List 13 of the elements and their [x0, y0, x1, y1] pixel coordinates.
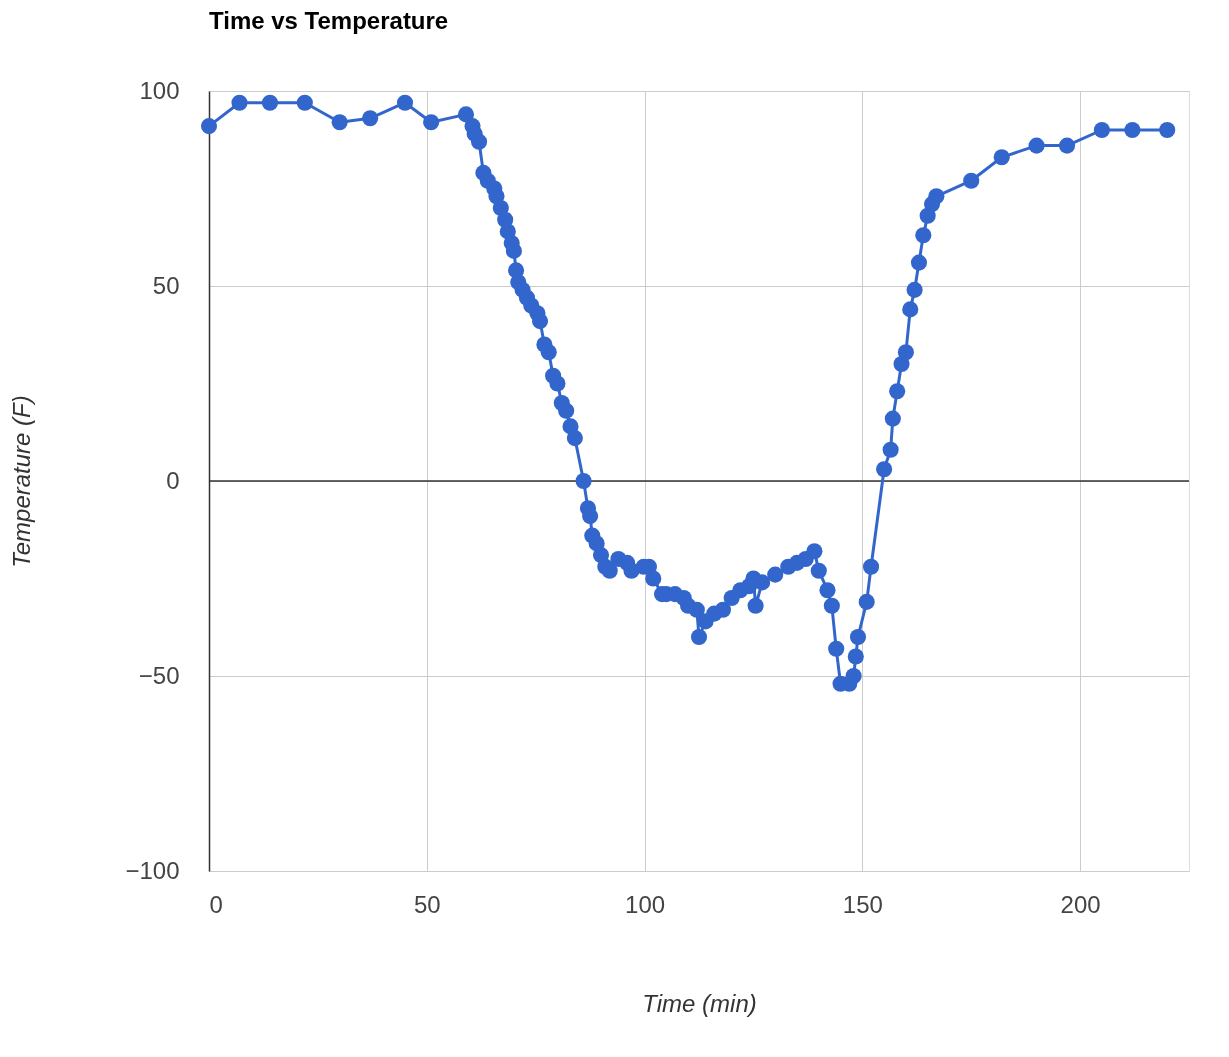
y-axis-title: Temperature (F) — [8, 395, 36, 568]
y-tick-label: 0 — [166, 466, 180, 494]
y-tick-label: −50 — [138, 661, 180, 689]
y-tick-label: 100 — [139, 76, 180, 104]
x-tick-label: 50 — [413, 890, 441, 918]
x-tick-label: 100 — [625, 890, 666, 918]
y-tick-label: 50 — [152, 271, 180, 299]
x-tick-label: 200 — [1060, 890, 1101, 918]
y-tick-label: −100 — [125, 856, 180, 884]
chart-title: Time vs Temperature — [209, 7, 449, 34]
x-axis-title: Time (min) — [642, 989, 757, 1017]
x-tick-label: 0 — [209, 890, 223, 918]
x-tick-label: 150 — [842, 890, 883, 918]
